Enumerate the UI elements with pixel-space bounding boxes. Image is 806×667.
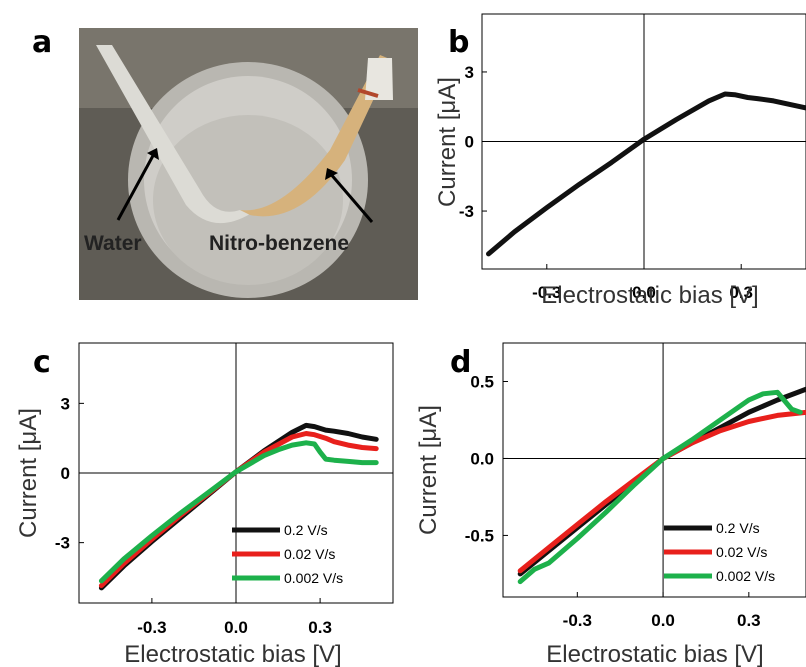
tube-water-side xyxy=(96,45,250,224)
y-tick-label: 0 xyxy=(465,133,474,152)
panel-letter-a: a xyxy=(32,25,52,60)
x-tick-label: 0.0 xyxy=(632,283,656,302)
arrow-water xyxy=(116,151,157,221)
y-tick-label: 0.0 xyxy=(470,449,494,468)
y-tick-label: -0.5 xyxy=(465,526,494,545)
series-line-3 xyxy=(98,440,379,584)
y-tick-label: -3 xyxy=(55,534,70,553)
panel-letter-d: d xyxy=(450,345,471,380)
y-axis-label: Current [μA] xyxy=(15,408,42,538)
x-axis-label: Electrostatic bias [V] xyxy=(541,282,758,309)
legend-label-1: 0.2 V/s xyxy=(716,520,760,536)
y-tick-label: 3 xyxy=(465,63,474,82)
label-nitrobenzene: Nitro-benzene xyxy=(209,232,349,255)
series-line-2 xyxy=(98,431,379,589)
legend-label-3: 0.002 V/s xyxy=(716,568,775,584)
plot-frame-d xyxy=(502,342,806,598)
x-axis-label: Electrostatic bias [V] xyxy=(124,641,341,667)
panel-c: c -0.3 0.0 0.3 3 0 -3 0.2 V/s 0.02 V/s 0.002 V/s… xyxy=(15,342,394,667)
panel-b: b -0.3 0.0 0.3 3 0 -3 Electrostatic bias [V] Cu… xyxy=(434,13,806,309)
x-tick-label: 0.3 xyxy=(737,611,761,630)
x-axis-label: Electrostatic bias [V] xyxy=(546,641,763,667)
y-tick-label: 3 xyxy=(61,394,70,413)
panel-letter-b: b xyxy=(448,25,469,60)
legend-label-1: 0.2 V/s xyxy=(284,522,328,538)
x-tick-label: -0.3 xyxy=(563,611,592,630)
x-tick-label: -0.3 xyxy=(532,283,561,302)
panel-letter-c: c xyxy=(33,345,51,380)
y-tick-label: -3 xyxy=(459,202,474,221)
x-tick-label: 0.0 xyxy=(651,611,675,630)
x-tick-label: -0.3 xyxy=(137,618,166,637)
panel-a: a Water Nitro-benzene xyxy=(32,25,418,300)
y-axis-label: Current [μA] xyxy=(434,77,461,207)
legend-label-2: 0.02 V/s xyxy=(284,546,335,562)
series-line-1 xyxy=(486,91,806,257)
x-tick-label: 0.0 xyxy=(224,618,248,637)
y-axis-label: Current [μA] xyxy=(415,405,442,535)
x-tick-label: 0.3 xyxy=(308,618,332,637)
arrow-nitrobenzene xyxy=(327,171,374,223)
series-line-1 xyxy=(98,422,379,591)
series-line-3 xyxy=(517,389,803,585)
y-tick-label: 0.5 xyxy=(470,372,494,391)
panel-d: d -0.3 0.0 0.3 0.5 0.0 -0.5 0.2 V/s 0.02 V/s 0.0… xyxy=(415,342,806,667)
x-tick-label: 0.3 xyxy=(729,283,753,302)
label-water: Water xyxy=(84,232,142,255)
legend-label-3: 0.002 V/s xyxy=(284,570,343,586)
y-tick-label: 0 xyxy=(61,464,70,483)
legend-label-2: 0.02 V/s xyxy=(716,544,767,560)
